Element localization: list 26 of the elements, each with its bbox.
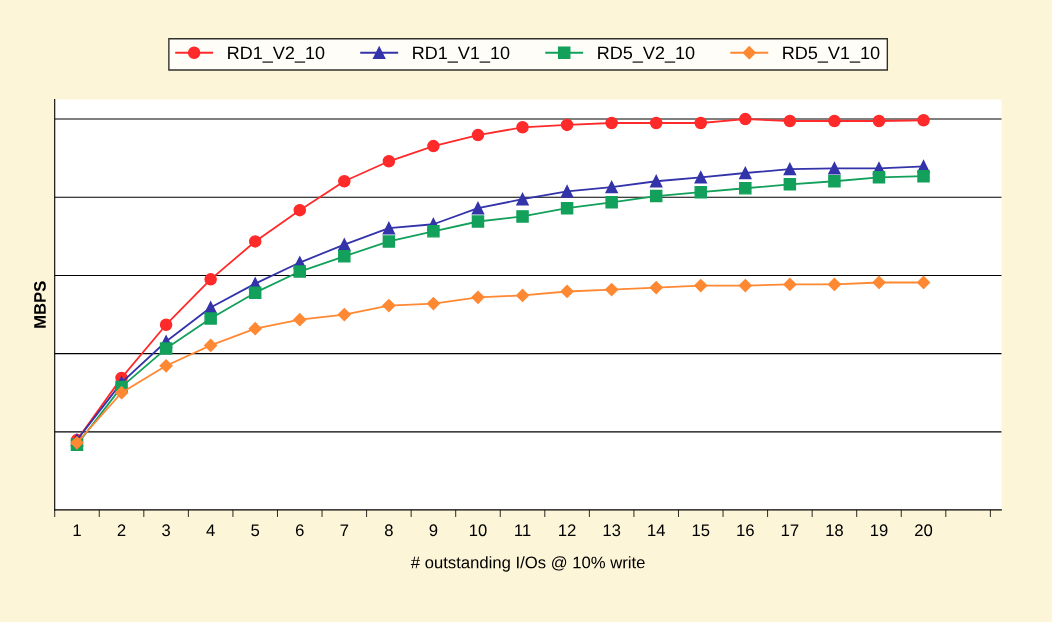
legend-label: RD5_V2_10 [598,46,695,63]
x-tick-label: 3 [162,524,170,537]
x-tick-label: 16 [737,524,754,537]
legend-label: RD1_V2_10 [228,46,325,63]
x-tick-label: 18 [826,524,843,537]
legend-label: RD1_V1_10 [413,46,510,63]
x-axis-title: # outstanding I/Os @ 10% write [410,556,645,572]
y-axis-title: MBPS [34,281,46,328]
x-tick-label: 15 [692,524,710,537]
x-tick-label: 6 [295,524,304,537]
x-tick-label: 20 [915,524,933,537]
x-tick-label: 17 [781,524,799,537]
x-tick-label: 8 [384,524,393,537]
x-tick-label: 7 [340,524,349,537]
x-tick-label: 5 [251,524,260,537]
x-tick-label: 1 [73,524,81,537]
x-tick-label: 12 [559,524,576,537]
x-tick-label: 10 [469,524,487,537]
x-tick-label: 9 [429,524,438,537]
legend-label: RD5_V1_10 [783,46,880,63]
x-tick-label: 19 [870,524,888,537]
x-tick-label: 11 [515,524,531,537]
x-tick-label: 2 [117,524,126,537]
x-tick-label: 14 [648,524,665,537]
x-tick-label: 13 [603,524,621,537]
x-tick-label: 4 [206,524,215,537]
